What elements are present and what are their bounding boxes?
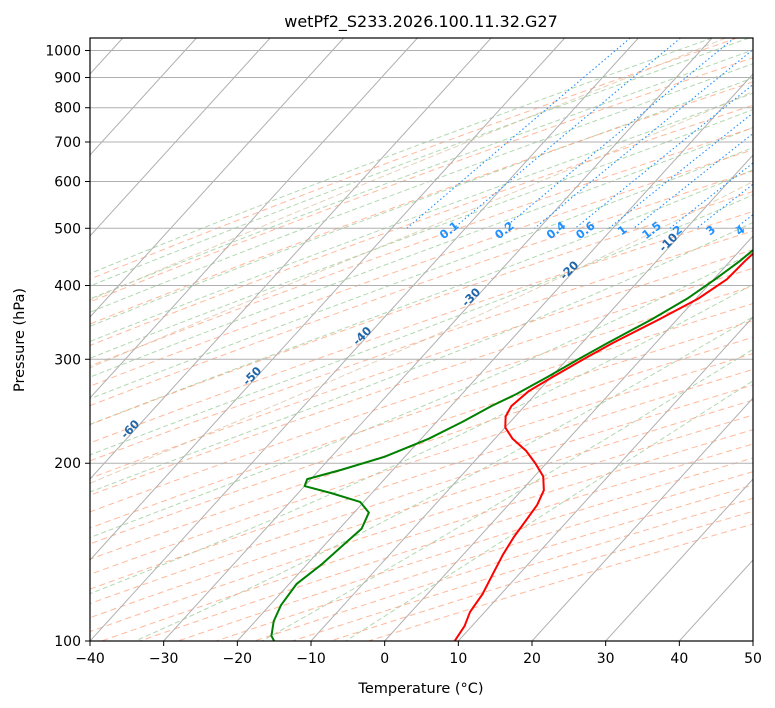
moist-adiabat xyxy=(90,221,753,493)
isotherm-line xyxy=(90,38,492,480)
theta-e-reference xyxy=(90,91,753,369)
dry-adiabat xyxy=(90,190,753,426)
moist-adiabat xyxy=(261,348,753,641)
y-axis-tick-label: 500 xyxy=(54,221,81,237)
mixing-ratio-line xyxy=(453,38,681,229)
isotherm-label: -70 xyxy=(0,472,18,497)
y-axis-tick-label: 200 xyxy=(54,456,81,472)
dry-adiabat xyxy=(90,149,753,387)
y-axis-tick-label: 700 xyxy=(54,135,81,151)
x-axis-tick-label: −30 xyxy=(149,651,179,667)
y-axis-tick-label: 800 xyxy=(54,101,81,117)
y-axis-tick-label: 400 xyxy=(54,278,81,294)
moist-adiabat xyxy=(90,49,753,300)
x-axis-title: Temperature (°C) xyxy=(357,681,483,697)
y-axis-tick-label: 600 xyxy=(54,175,81,191)
dry-adiabat xyxy=(90,57,753,303)
moist-adiabat xyxy=(90,126,753,378)
mixing-ratio-line xyxy=(696,183,753,229)
dry-adiabat xyxy=(90,170,753,407)
y-axis-title: Pressure (hPa) xyxy=(12,288,28,392)
mixing-ratio-label: 0.4 xyxy=(544,218,569,242)
theta-e-reference xyxy=(90,180,753,484)
dry-adiabat xyxy=(254,484,753,641)
dewpoint-profile xyxy=(270,248,753,641)
mixing-ratio-line xyxy=(735,213,753,229)
x-axis-tick-label: 0 xyxy=(380,651,389,667)
dry-adiabat xyxy=(90,285,753,513)
isotherm-line xyxy=(457,316,753,641)
isotherm-line xyxy=(90,38,345,318)
y-axis-tick-label: 100 xyxy=(54,634,81,650)
mixing-ratio-line xyxy=(764,38,775,228)
isotherm-label: -20 xyxy=(557,258,582,283)
mixing-ratio-line xyxy=(406,38,631,229)
plot-frame xyxy=(89,37,754,642)
moist-adiabat xyxy=(90,92,753,343)
x-axis-tick-label: −40 xyxy=(75,651,105,667)
dry-adiabat xyxy=(90,230,753,462)
mixing-ratio-label: 0.2 xyxy=(492,218,517,242)
isotherm-line xyxy=(90,38,639,641)
x-axis-tick-label: 10 xyxy=(449,651,467,667)
isotherm-line xyxy=(90,38,418,399)
dry-adiabat xyxy=(90,368,753,590)
dry-adiabat xyxy=(139,443,753,641)
isotherm-line xyxy=(163,38,713,641)
dry-adiabat xyxy=(90,38,738,280)
isotherm-line xyxy=(90,38,197,156)
mixing-ratio-line xyxy=(574,83,753,229)
mixing-ratio-label: 3 xyxy=(703,222,718,238)
isotherm-label: -60 xyxy=(118,417,143,442)
dry-adiabat xyxy=(90,267,753,496)
y-axis-tick-label: 300 xyxy=(54,352,81,368)
isotherm-line xyxy=(384,235,753,641)
isotherm-line xyxy=(752,640,753,641)
y-axis-tick-label: 1000 xyxy=(45,44,81,60)
isotherm-line xyxy=(605,478,753,641)
moist-adiabat xyxy=(90,283,753,595)
isotherm-line xyxy=(90,38,271,237)
x-axis-tick-label: 30 xyxy=(597,651,615,667)
mixing-ratio-line xyxy=(534,48,753,229)
mixing-ratio-label: 4 xyxy=(733,222,748,238)
isotherm-label: -50 xyxy=(240,364,265,389)
x-axis-tick-label: 40 xyxy=(670,651,688,667)
isotherm-label: -30 xyxy=(459,285,484,310)
x-axis-tick-label: −10 xyxy=(296,651,326,667)
moist-adiabat xyxy=(90,169,753,425)
moist-adiabat xyxy=(90,38,713,275)
isotherm-label: 0 xyxy=(767,198,775,214)
moist-adiabat xyxy=(135,316,753,641)
mixing-ratio-line xyxy=(503,38,735,229)
x-axis-tick-label: −20 xyxy=(223,651,253,667)
moist-adiabat xyxy=(345,380,753,641)
mixing-ratio-line xyxy=(608,112,753,229)
mixing-ratio-label: 0.6 xyxy=(573,218,598,242)
mixing-ratio-label: 1.5 xyxy=(639,218,664,242)
isotherm-line xyxy=(531,397,753,641)
theta-e-reference xyxy=(90,38,726,301)
isotherm-line xyxy=(310,154,753,641)
moist-adiabat xyxy=(90,38,750,287)
isotherm-line xyxy=(90,38,566,561)
moist-adiabat xyxy=(90,194,753,456)
dry-adiabat xyxy=(90,336,753,560)
temperature-profile xyxy=(453,252,753,641)
y-axis-tick-label: 900 xyxy=(54,71,81,87)
x-axis-tick-label: 20 xyxy=(523,651,541,667)
x-axis-tick-label: 50 xyxy=(744,651,762,667)
isotherm-line xyxy=(236,73,753,641)
dry-adiabat xyxy=(177,457,753,641)
chart-title: wetPf2_S233.2026.100.11.32.G27 xyxy=(284,12,558,32)
dry-adiabat xyxy=(90,210,753,444)
